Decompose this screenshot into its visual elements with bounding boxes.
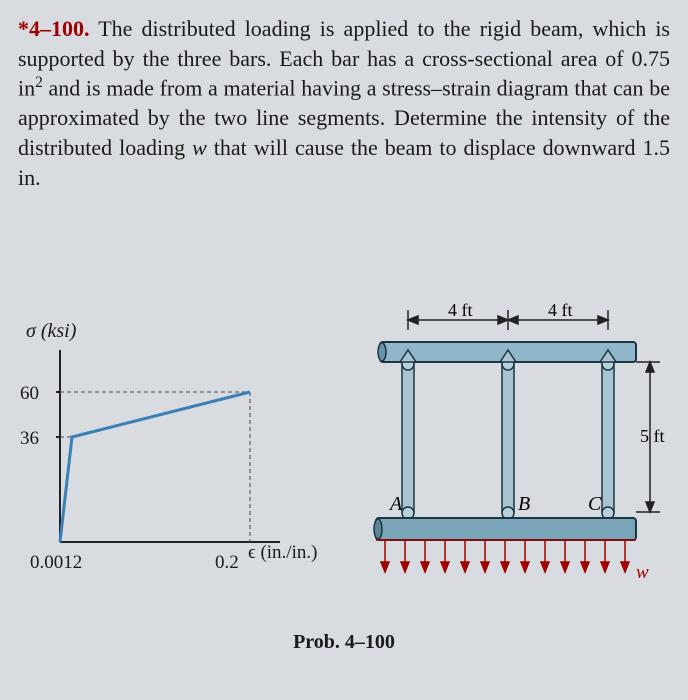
chart-svg xyxy=(20,320,320,600)
bar-C xyxy=(600,350,616,519)
bottom-beam xyxy=(376,518,636,540)
problem-number: *4–100. xyxy=(18,16,90,41)
bar-B xyxy=(500,350,516,519)
italic-w: w xyxy=(192,135,207,160)
top-dimensions xyxy=(408,310,608,330)
label-C: C xyxy=(588,493,602,515)
problem-statement: *4–100. The distributed loading is appli… xyxy=(18,14,670,192)
dim-4ft-left: 4 ft xyxy=(448,300,473,320)
beam-svg: 4 ft 4 ft xyxy=(360,300,670,630)
bar-A xyxy=(400,350,416,519)
beam-diagram: 4 ft 4 ft xyxy=(360,300,670,630)
figures-container: σ (ksi) 60 36 0.0012 0.2 ϵ (in./in.) xyxy=(0,300,688,660)
label-B: B xyxy=(518,493,530,515)
problem-label: Prob. 4–100 xyxy=(0,631,688,654)
dim-4ft-right: 4 ft xyxy=(548,300,573,320)
stress-strain-chart: σ (ksi) 60 36 0.0012 0.2 ϵ (in./in.) xyxy=(20,320,320,600)
distributed-load xyxy=(376,540,636,572)
superscript: 2 xyxy=(35,74,43,91)
label-A: A xyxy=(388,493,403,515)
dim-5ft: 5 ft xyxy=(640,426,665,446)
load-label-w: w xyxy=(636,562,649,583)
